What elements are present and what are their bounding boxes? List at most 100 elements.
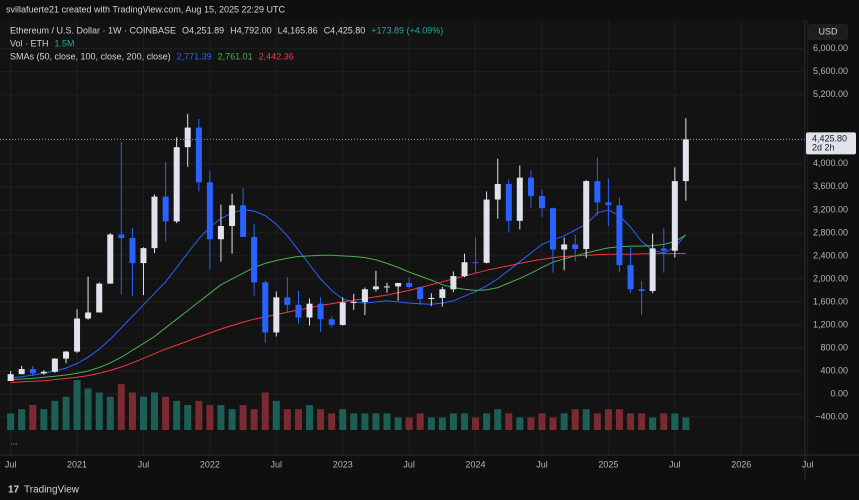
candle-body: [638, 289, 645, 292]
candle-body: [195, 127, 202, 183]
candle-body: [350, 301, 357, 303]
y-tick-label: 3,200.00: [813, 204, 848, 214]
candle-body: [339, 302, 346, 325]
x-tick-label: 2026: [731, 459, 751, 469]
volume-bar: [604, 409, 612, 430]
volume-bar: [571, 409, 579, 430]
volume-bar: [84, 388, 92, 430]
volume-bar: [7, 413, 15, 430]
candle-body: [63, 351, 70, 359]
x-tick-label: 2021: [67, 459, 87, 469]
candle-body: [151, 196, 158, 249]
volume-bar: [350, 413, 358, 430]
sma-line: [10, 253, 686, 383]
candle-body: [18, 369, 25, 375]
volume-bar: [95, 392, 103, 430]
volume-bar: [73, 380, 81, 430]
volume-bar: [671, 413, 679, 430]
candle-body: [605, 202, 612, 206]
candle-body: [162, 196, 169, 222]
y-tick-label: 1,600.00: [813, 296, 848, 306]
candle-body: [516, 177, 523, 221]
candle-body: [461, 262, 468, 277]
x-tick-label: Jul: [138, 459, 150, 469]
candle-body: [173, 147, 180, 222]
volume-bar: [117, 384, 125, 430]
candle-body: [483, 199, 490, 263]
legend-text: 2,761.01: [218, 51, 253, 61]
x-tick-label: Jul: [403, 459, 415, 469]
candle-body: [129, 238, 136, 264]
candle-body: [51, 358, 58, 372]
more[interactable]: ...: [10, 436, 18, 446]
candle-body: [671, 181, 678, 251]
x-tick-label: Jul: [271, 459, 283, 469]
y-tick-label: 400.00: [820, 365, 848, 375]
candle-body: [583, 181, 590, 250]
candle-body: [40, 371, 47, 374]
candle-body: [649, 248, 656, 292]
candle-body: [107, 234, 114, 284]
volume-bar: [505, 413, 513, 430]
legend-text: 2,442.36: [259, 51, 294, 61]
volume-bar: [40, 409, 48, 430]
legend-text: O4,251.89: [182, 25, 224, 35]
legend-text: Vol · ETH: [10, 38, 49, 48]
volume-bar: [649, 417, 657, 430]
candle-body: [96, 283, 103, 313]
y-tick-label: 2,000.00: [813, 273, 848, 283]
volume-bar: [394, 417, 402, 430]
candle-body: [505, 183, 512, 221]
volume-bar: [538, 413, 546, 430]
volume-bar: [228, 409, 236, 430]
candle-body: [561, 244, 568, 250]
candle-body: [273, 297, 280, 333]
y-tick-label: 5,200.00: [813, 89, 848, 99]
volume-bar: [139, 396, 147, 430]
volume-bar: [638, 413, 646, 430]
volume-bar: [461, 413, 469, 430]
x-tick-label: 2024: [466, 459, 486, 469]
volume-bar: [150, 392, 158, 430]
candle-body: [527, 177, 534, 197]
volume-bar: [615, 409, 623, 430]
y-tick-label: 3,600.00: [813, 181, 848, 191]
volume-bar: [483, 413, 491, 430]
volume-bar: [173, 400, 181, 430]
y-tick-label: 0.00: [830, 388, 848, 398]
volume-bar: [328, 413, 336, 430]
volume-bar: [206, 405, 214, 430]
candle-body: [7, 374, 14, 382]
candle-body: [383, 286, 390, 288]
volume-bar: [261, 392, 269, 430]
legend-text: C4,425.80: [324, 25, 366, 35]
candle-body: [284, 297, 291, 305]
candle-body: [472, 262, 479, 264]
candle-body: [660, 248, 667, 251]
candle-body: [361, 289, 368, 302]
x-tick-label: 2025: [598, 459, 618, 469]
volume-bar: [560, 413, 568, 430]
sma-line: [10, 209, 687, 379]
candle-body: [262, 282, 269, 333]
volume-bar: [449, 413, 457, 430]
price-tag: [806, 132, 856, 155]
volume-bar: [29, 405, 37, 430]
y-tick-label: −400.00: [815, 411, 848, 421]
countdown: 2d 2h: [812, 143, 835, 153]
y-tick-label: 800.00: [820, 342, 848, 352]
y-tick-label: 4,000.00: [813, 158, 848, 168]
legend-text: 2,771.39: [177, 51, 212, 61]
y-tick-label: 2,400.00: [813, 250, 848, 260]
volume-bar: [317, 409, 325, 430]
candle-body: [594, 181, 601, 203]
volume-bar: [339, 409, 347, 430]
candle-body: [450, 276, 457, 290]
plot-area: [0, 20, 805, 455]
currency-box: [808, 24, 848, 40]
y-tick-label: 6,000.00: [813, 43, 848, 53]
currency: USD: [818, 26, 838, 36]
x-tick-label: 2023: [333, 459, 353, 469]
candle-body: [85, 312, 92, 319]
